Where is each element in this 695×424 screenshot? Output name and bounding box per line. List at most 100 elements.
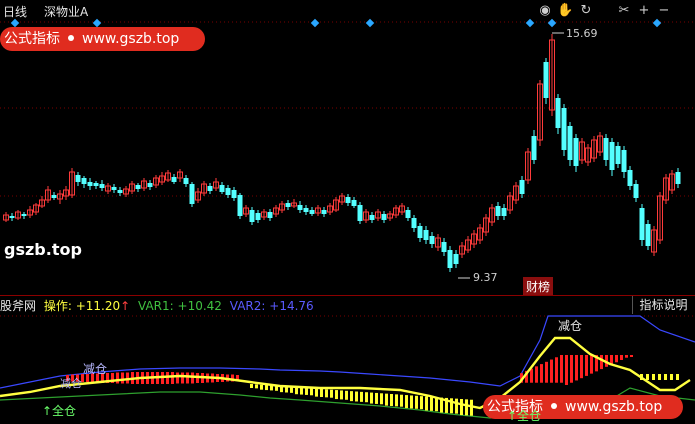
candle-body-down — [351, 200, 357, 206]
candle-body-up — [279, 203, 285, 211]
histogram-bar — [465, 399, 468, 416]
histogram-bar — [360, 391, 363, 402]
candle-body-down — [93, 183, 99, 186]
candle-body-down — [147, 183, 153, 187]
histogram-bar — [390, 394, 393, 406]
histogram-bar — [652, 374, 655, 380]
candle-body-up — [69, 171, 75, 196]
candle-body-up — [165, 172, 171, 181]
hand-icon[interactable]: ✋ — [557, 3, 574, 18]
eye-icon[interactable]: ◉ — [539, 3, 551, 18]
histogram-bar — [370, 392, 373, 404]
histogram-bar — [535, 366, 538, 383]
candle-body-up — [57, 193, 63, 200]
event-diamond-icon — [547, 18, 557, 28]
candle-body-down — [21, 214, 27, 216]
candle-body-up — [15, 211, 21, 219]
candle-body-up — [339, 195, 345, 203]
period-label[interactable]: 日线 — [3, 5, 28, 19]
histogram-bar — [76, 374, 79, 382]
histogram-bar — [290, 386, 293, 393]
histogram-bar — [186, 372, 189, 384]
histogram-bar — [236, 375, 239, 381]
candle-body-up — [657, 195, 663, 241]
candle-body-up — [489, 207, 495, 223]
plus-icon[interactable]: + — [638, 3, 650, 18]
histogram-bar — [430, 396, 433, 411]
candle-body-down — [417, 226, 423, 238]
top-bar: 日线 深物业A ◉ ✋ ↻ ✂ + − — [0, 0, 695, 22]
watermark-badge-bottom: 公式指标 www.gszb.top — [483, 395, 683, 419]
stock-name[interactable]: 深物业A — [44, 5, 89, 19]
minus-icon[interactable]: − — [658, 3, 670, 18]
histogram-bar — [385, 393, 388, 406]
news-tag[interactable]: 财榜 — [523, 277, 554, 296]
pane-divider[interactable] — [0, 295, 695, 296]
candle-body-down — [621, 150, 627, 172]
histogram-bar — [560, 355, 563, 383]
candle-body-down — [207, 186, 213, 191]
histogram-bar — [181, 372, 184, 384]
event-diamond-icon — [92, 18, 102, 28]
histogram-bar — [440, 397, 443, 413]
histogram-bar — [455, 398, 458, 414]
candle-body-down — [411, 218, 417, 228]
candle-body-up — [153, 177, 159, 186]
histogram-bar — [275, 385, 278, 391]
candle-body-down — [633, 184, 639, 198]
candle-body-down — [501, 208, 507, 216]
candle-body-up — [537, 83, 543, 141]
histogram-bar — [400, 394, 403, 407]
candle-body-up — [465, 239, 471, 251]
candle-body-down — [357, 205, 363, 221]
histogram-bar — [460, 399, 463, 415]
histogram-bar — [646, 374, 649, 380]
indicator-name[interactable]: 股斧网 — [0, 299, 37, 313]
candle-body-up — [123, 188, 129, 195]
indicator-help-button[interactable]: 指标说明 — [632, 296, 694, 314]
candle-body-down — [369, 215, 375, 220]
candle-body-down — [255, 213, 261, 220]
candle-body-down — [639, 208, 645, 240]
candle-body-up — [105, 185, 111, 192]
histogram-bar — [305, 387, 308, 395]
histogram-bar — [335, 390, 338, 400]
candle-body-up — [513, 185, 519, 201]
rotate-icon[interactable]: ↻ — [580, 3, 592, 18]
histogram-bar — [295, 387, 298, 395]
histogram-bar — [111, 373, 114, 383]
histogram-bar — [664, 374, 667, 380]
candle-body-down — [405, 210, 411, 218]
candle-body-up — [129, 183, 135, 192]
candle-body-up — [399, 205, 405, 213]
histogram-bar — [620, 355, 623, 360]
candle-body-up — [327, 205, 333, 213]
watermark-label: 公式指标 — [4, 31, 60, 47]
candle-body-down — [249, 210, 255, 222]
histogram-bar — [410, 395, 413, 409]
histogram-bar — [255, 384, 258, 389]
histogram-bar — [520, 373, 523, 383]
var2-value: +14.76 — [269, 299, 314, 313]
candle-body-down — [303, 208, 309, 212]
candle-body-down — [615, 146, 621, 164]
histogram-bar — [550, 359, 553, 383]
candle-body-up — [579, 141, 585, 161]
histogram-bar — [325, 389, 328, 398]
candle-body-up — [669, 173, 675, 191]
candle-body-down — [237, 195, 243, 216]
histogram-bar — [126, 372, 129, 384]
candle-body-down — [441, 242, 447, 252]
histogram-bar — [340, 390, 343, 400]
reduce-position-label: 减仓 — [60, 377, 82, 390]
histogram-bar — [81, 374, 84, 382]
candle-body-up — [597, 135, 603, 153]
candle-body-up — [435, 237, 441, 248]
candle-body-down — [609, 142, 615, 170]
histogram-bar — [310, 388, 313, 396]
operation-line — [0, 336, 691, 410]
histogram-bar — [280, 386, 283, 393]
watermark-badge-top: 公式指标 www.gszb.top — [0, 27, 205, 51]
scissors-icon[interactable]: ✂ — [618, 3, 630, 18]
